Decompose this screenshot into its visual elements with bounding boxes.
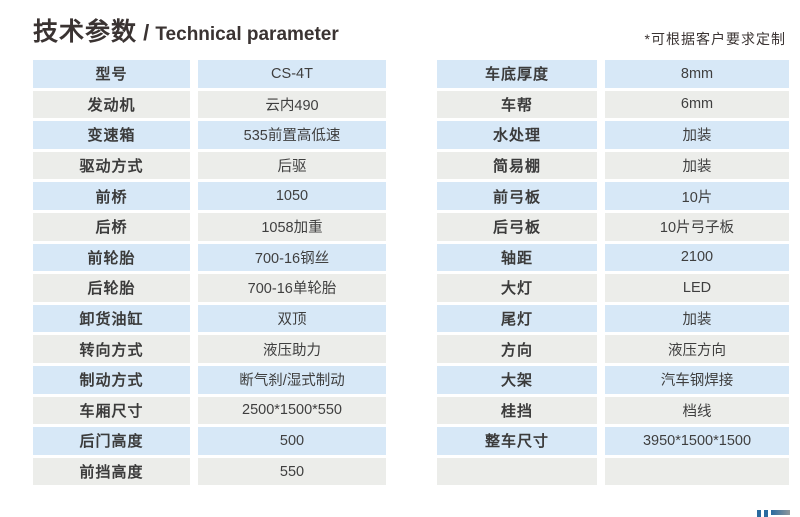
spec-label: 车帮 (437, 90, 597, 119)
spec-value: 1050 (198, 182, 386, 210)
spec-value: CS-4T (198, 60, 386, 88)
title-separator: / (137, 20, 156, 45)
spec-label: 轴距 (437, 243, 597, 272)
table-row: 车底厚度 8mm (437, 60, 789, 88)
spec-label: 前桥 (33, 182, 190, 210)
table-row: 简易棚 加装 (437, 151, 789, 180)
table-row: 大灯 LED (437, 274, 789, 302)
spec-label: 后轮胎 (33, 274, 190, 302)
spec-label: 型号 (33, 60, 190, 88)
spec-label: 大架 (437, 365, 597, 394)
spec-label: 简易棚 (437, 151, 597, 180)
spec-value: 后驱 (198, 151, 386, 180)
spec-label: 转向方式 (33, 335, 190, 363)
table-row: 方向 液压方向 (437, 335, 789, 363)
spec-value: 1058加重 (198, 212, 386, 241)
spec-label: 车厢尺寸 (33, 396, 190, 425)
table-row: 桂挡 档线 (437, 396, 789, 425)
table-row: 整车尺寸 3950*1500*1500 (437, 427, 789, 455)
title-chinese: 技术参数 (33, 18, 138, 46)
spec-value: 加装 (605, 121, 789, 149)
table-row (437, 457, 789, 486)
spec-value: 加装 (605, 304, 789, 333)
table-row: 变速箱 535前置高低速 (33, 121, 386, 149)
spec-label: 尾灯 (437, 304, 597, 333)
logo-fragment-icon (764, 510, 768, 517)
spec-label: 发动机 (33, 90, 190, 119)
spec-label: 车底厚度 (437, 60, 597, 88)
spec-value: 535前置高低速 (198, 121, 386, 149)
spec-value: LED (605, 274, 789, 302)
table-row: 型号 CS-4T (33, 60, 386, 88)
table-row: 驱动方式 后驱 (33, 151, 386, 180)
spec-value: 500 (198, 427, 386, 455)
table-row: 后门高度 500 (33, 427, 386, 455)
table-row: 前弓板 10片 (437, 182, 789, 210)
spec-label: 整车尺寸 (437, 427, 597, 455)
spec-value: 8mm (605, 60, 789, 88)
spec-value: 液压方向 (605, 335, 789, 363)
spec-value: 6mm (605, 90, 789, 119)
table-row: 卸货油缸 双顶 (33, 304, 386, 333)
spec-value: 700-16钢丝 (198, 243, 386, 272)
table-row: 后桥 1058加重 (33, 212, 386, 241)
spec-value: 2500*1500*550 (198, 396, 386, 425)
spec-label: 前轮胎 (33, 243, 190, 272)
logo-fragment-icon (771, 510, 790, 515)
spec-tables-container: 型号 CS-4T 发动机 云内490 变速箱 535前置高低速 驱动方式 后驱 前桥 1050 后桥… (33, 60, 789, 486)
spec-value: 加装 (605, 151, 789, 180)
spec-table-right: 车底厚度 8mm 车帮 6mm 水处理 加装 简易棚 加装 前弓板 10片 后弓板 10片弓子板 轴距 2… (437, 60, 789, 486)
spec-value: 3950*1500*1500 (605, 427, 789, 455)
table-row: 前挡高度 550 (33, 457, 386, 486)
table-row: 前轮胎 700-16钢丝 (33, 243, 386, 272)
table-row: 后轮胎 700-16单轮胎 (33, 274, 386, 302)
spec-value: 断气刹/湿式制动 (198, 365, 386, 394)
spec-table-left: 型号 CS-4T 发动机 云内490 变速箱 535前置高低速 驱动方式 后驱 前桥 1050 后桥… (33, 60, 386, 486)
table-row: 车帮 6mm (437, 90, 789, 119)
table-row: 后弓板 10片弓子板 (437, 212, 789, 241)
title-english: Technical parameter (155, 24, 339, 45)
spec-value: 双顶 (198, 304, 386, 333)
spec-value: 液压助力 (198, 335, 386, 363)
spec-value: 2100 (605, 243, 789, 272)
spec-value: 10片 (605, 182, 789, 210)
logo-fragment-icon (757, 510, 761, 517)
table-row: 轴距 2100 (437, 243, 789, 272)
table-row: 前桥 1050 (33, 182, 386, 210)
spec-label: 大灯 (437, 274, 597, 302)
spec-label: 方向 (437, 335, 597, 363)
spec-value: 汽车钢焊接 (605, 365, 789, 394)
spec-label: 后门高度 (33, 427, 190, 455)
table-row: 发动机 云内490 (33, 90, 386, 119)
table-row: 制动方式 断气刹/湿式制动 (33, 365, 386, 394)
spec-label: 卸货油缸 (33, 304, 190, 333)
spec-label: 驱动方式 (33, 151, 190, 180)
spec-label: 后桥 (33, 212, 190, 241)
spec-value (605, 457, 789, 486)
spec-label: 后弓板 (437, 212, 597, 241)
table-row: 转向方式 液压助力 (33, 335, 386, 363)
spec-label: 制动方式 (33, 365, 190, 394)
table-row: 车厢尺寸 2500*1500*550 (33, 396, 386, 425)
spec-value: 700-16单轮胎 (198, 274, 386, 302)
spec-label: 桂挡 (437, 396, 597, 425)
customization-note: *可根据客户要求定制 (644, 31, 786, 47)
spec-label: 前弓板 (437, 182, 597, 210)
table-row: 大架 汽车钢焊接 (437, 365, 789, 394)
table-row: 尾灯 加装 (437, 304, 789, 333)
table-row: 水处理 加装 (437, 121, 789, 149)
spec-label (437, 457, 597, 486)
spec-value: 云内490 (198, 90, 386, 119)
spec-label: 前挡高度 (33, 457, 190, 486)
spec-label: 水处理 (437, 121, 597, 149)
spec-value: 10片弓子板 (605, 212, 789, 241)
spec-value: 550 (198, 457, 386, 486)
page-title: 技术参数 / Technical parameter (33, 12, 339, 48)
spec-value: 档线 (605, 396, 789, 425)
spec-label: 变速箱 (33, 121, 190, 149)
